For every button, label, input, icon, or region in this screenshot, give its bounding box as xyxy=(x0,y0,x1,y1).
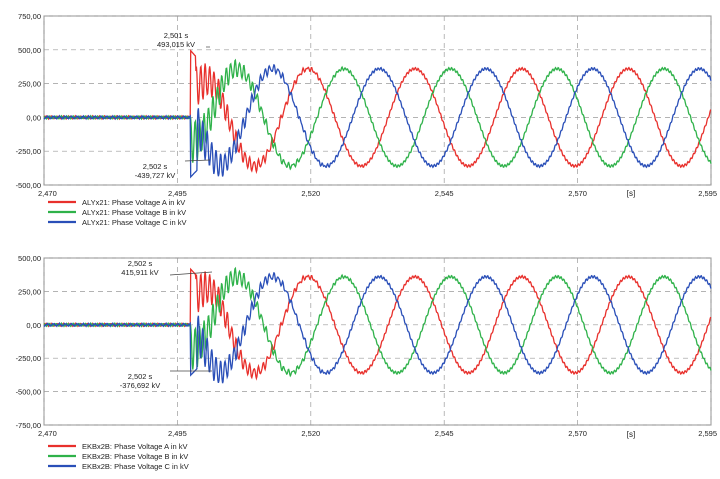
series-line-phase-c xyxy=(43,63,712,179)
legend-label: EKBx2B: Phase Voltage C in kV xyxy=(82,462,189,471)
y-tick-label: -750,00 xyxy=(16,421,41,430)
legend-label: EKBx2B: Phase Voltage A in kV xyxy=(82,442,188,451)
x-unit-label-top: [s] xyxy=(627,189,635,198)
x-tick-label: 2,545 xyxy=(435,189,454,198)
legend-label: EKBx2B: Phase Voltage B in kV xyxy=(82,452,188,461)
y-tick-label: -250,00 xyxy=(16,354,41,363)
x-tick-label: 2,495 xyxy=(168,429,187,438)
x-tick-label: 2,545 xyxy=(435,429,454,438)
series-line-phase-a xyxy=(43,49,712,175)
annotation-leader xyxy=(184,159,211,162)
annotation-value: -439,727 kV xyxy=(135,171,175,180)
plot-area-bottom xyxy=(43,257,712,426)
annotation-time: 2,502 s xyxy=(128,372,153,381)
y-tick-label: 0,00 xyxy=(26,113,41,122)
annotation-leader xyxy=(169,271,213,276)
x-tick-label: 2,470 xyxy=(38,189,57,198)
y-axis-top: -500,00 -250,00 0,00 250,00 500,00 750,00 xyxy=(16,12,41,190)
x-tick-label: 2,595 xyxy=(698,429,717,438)
annotation-time: 2,502 s xyxy=(143,162,168,171)
y-tick-label: 250,00 xyxy=(18,80,41,89)
grid-bottom xyxy=(43,257,712,426)
legend-label: ALYx21: Phase Voltage B in kV xyxy=(82,208,186,217)
plot-area-top xyxy=(43,15,712,186)
y-tick-label: 750,00 xyxy=(18,12,41,21)
annotation-value: 493,015 kV xyxy=(157,40,195,49)
annotation-value: -376,692 kV xyxy=(120,381,160,390)
series-line-phase-c xyxy=(43,271,712,384)
x-axis-bottom: 2,470 2,495 2,520 2,545 2,570 2,595 xyxy=(38,429,717,438)
y-tick-label: -500,00 xyxy=(16,388,41,397)
x-unit-label-bottom: [s] xyxy=(627,430,635,439)
y-tick-label: 500,00 xyxy=(18,254,41,263)
annotation-time: 2,502 s xyxy=(128,259,153,268)
x-tick-label: 2,470 xyxy=(38,429,57,438)
legend-label: ALYx21: Phase Voltage C in kV xyxy=(82,218,187,227)
y-tick-label: -500,00 xyxy=(16,181,41,190)
x-tick-label: 2,595 xyxy=(698,189,717,198)
x-tick-label: 2,495 xyxy=(168,189,187,198)
grid-top xyxy=(43,15,712,186)
legend-label: ALYx21: Phase Voltage A in kV xyxy=(82,198,185,207)
annotation-time: 2,501 s xyxy=(164,31,189,40)
annotation-value: 415,911 kV xyxy=(121,268,158,277)
y-tick-label: -250,00 xyxy=(16,147,41,156)
series-group-top xyxy=(43,49,712,179)
chart-top: -500,00 -250,00 0,00 250,00 500,00 750,00 2,4… xyxy=(16,12,717,227)
x-tick-label: 2,570 xyxy=(568,189,587,198)
y-tick-label: 250,00 xyxy=(18,287,41,296)
y-tick-label: 500,00 xyxy=(18,46,41,55)
x-tick-label: 2,520 xyxy=(301,429,320,438)
x-tick-label: 2,570 xyxy=(568,429,587,438)
y-axis-bottom: -750,00 -500,00 -250,00 0,00 250,00 500,00 xyxy=(16,254,41,430)
series-line-phase-a xyxy=(43,267,712,381)
y-tick-label: 0,00 xyxy=(26,321,41,330)
x-axis-top: 2,470 2,495 2,520 2,545 2,570 2,595 xyxy=(38,189,717,198)
chart-bottom: -750,00 -500,00 -250,00 0,00 250,00 500,00 2,… xyxy=(16,254,717,471)
series-group-bottom xyxy=(43,266,712,384)
x-tick-label: 2,520 xyxy=(301,189,320,198)
